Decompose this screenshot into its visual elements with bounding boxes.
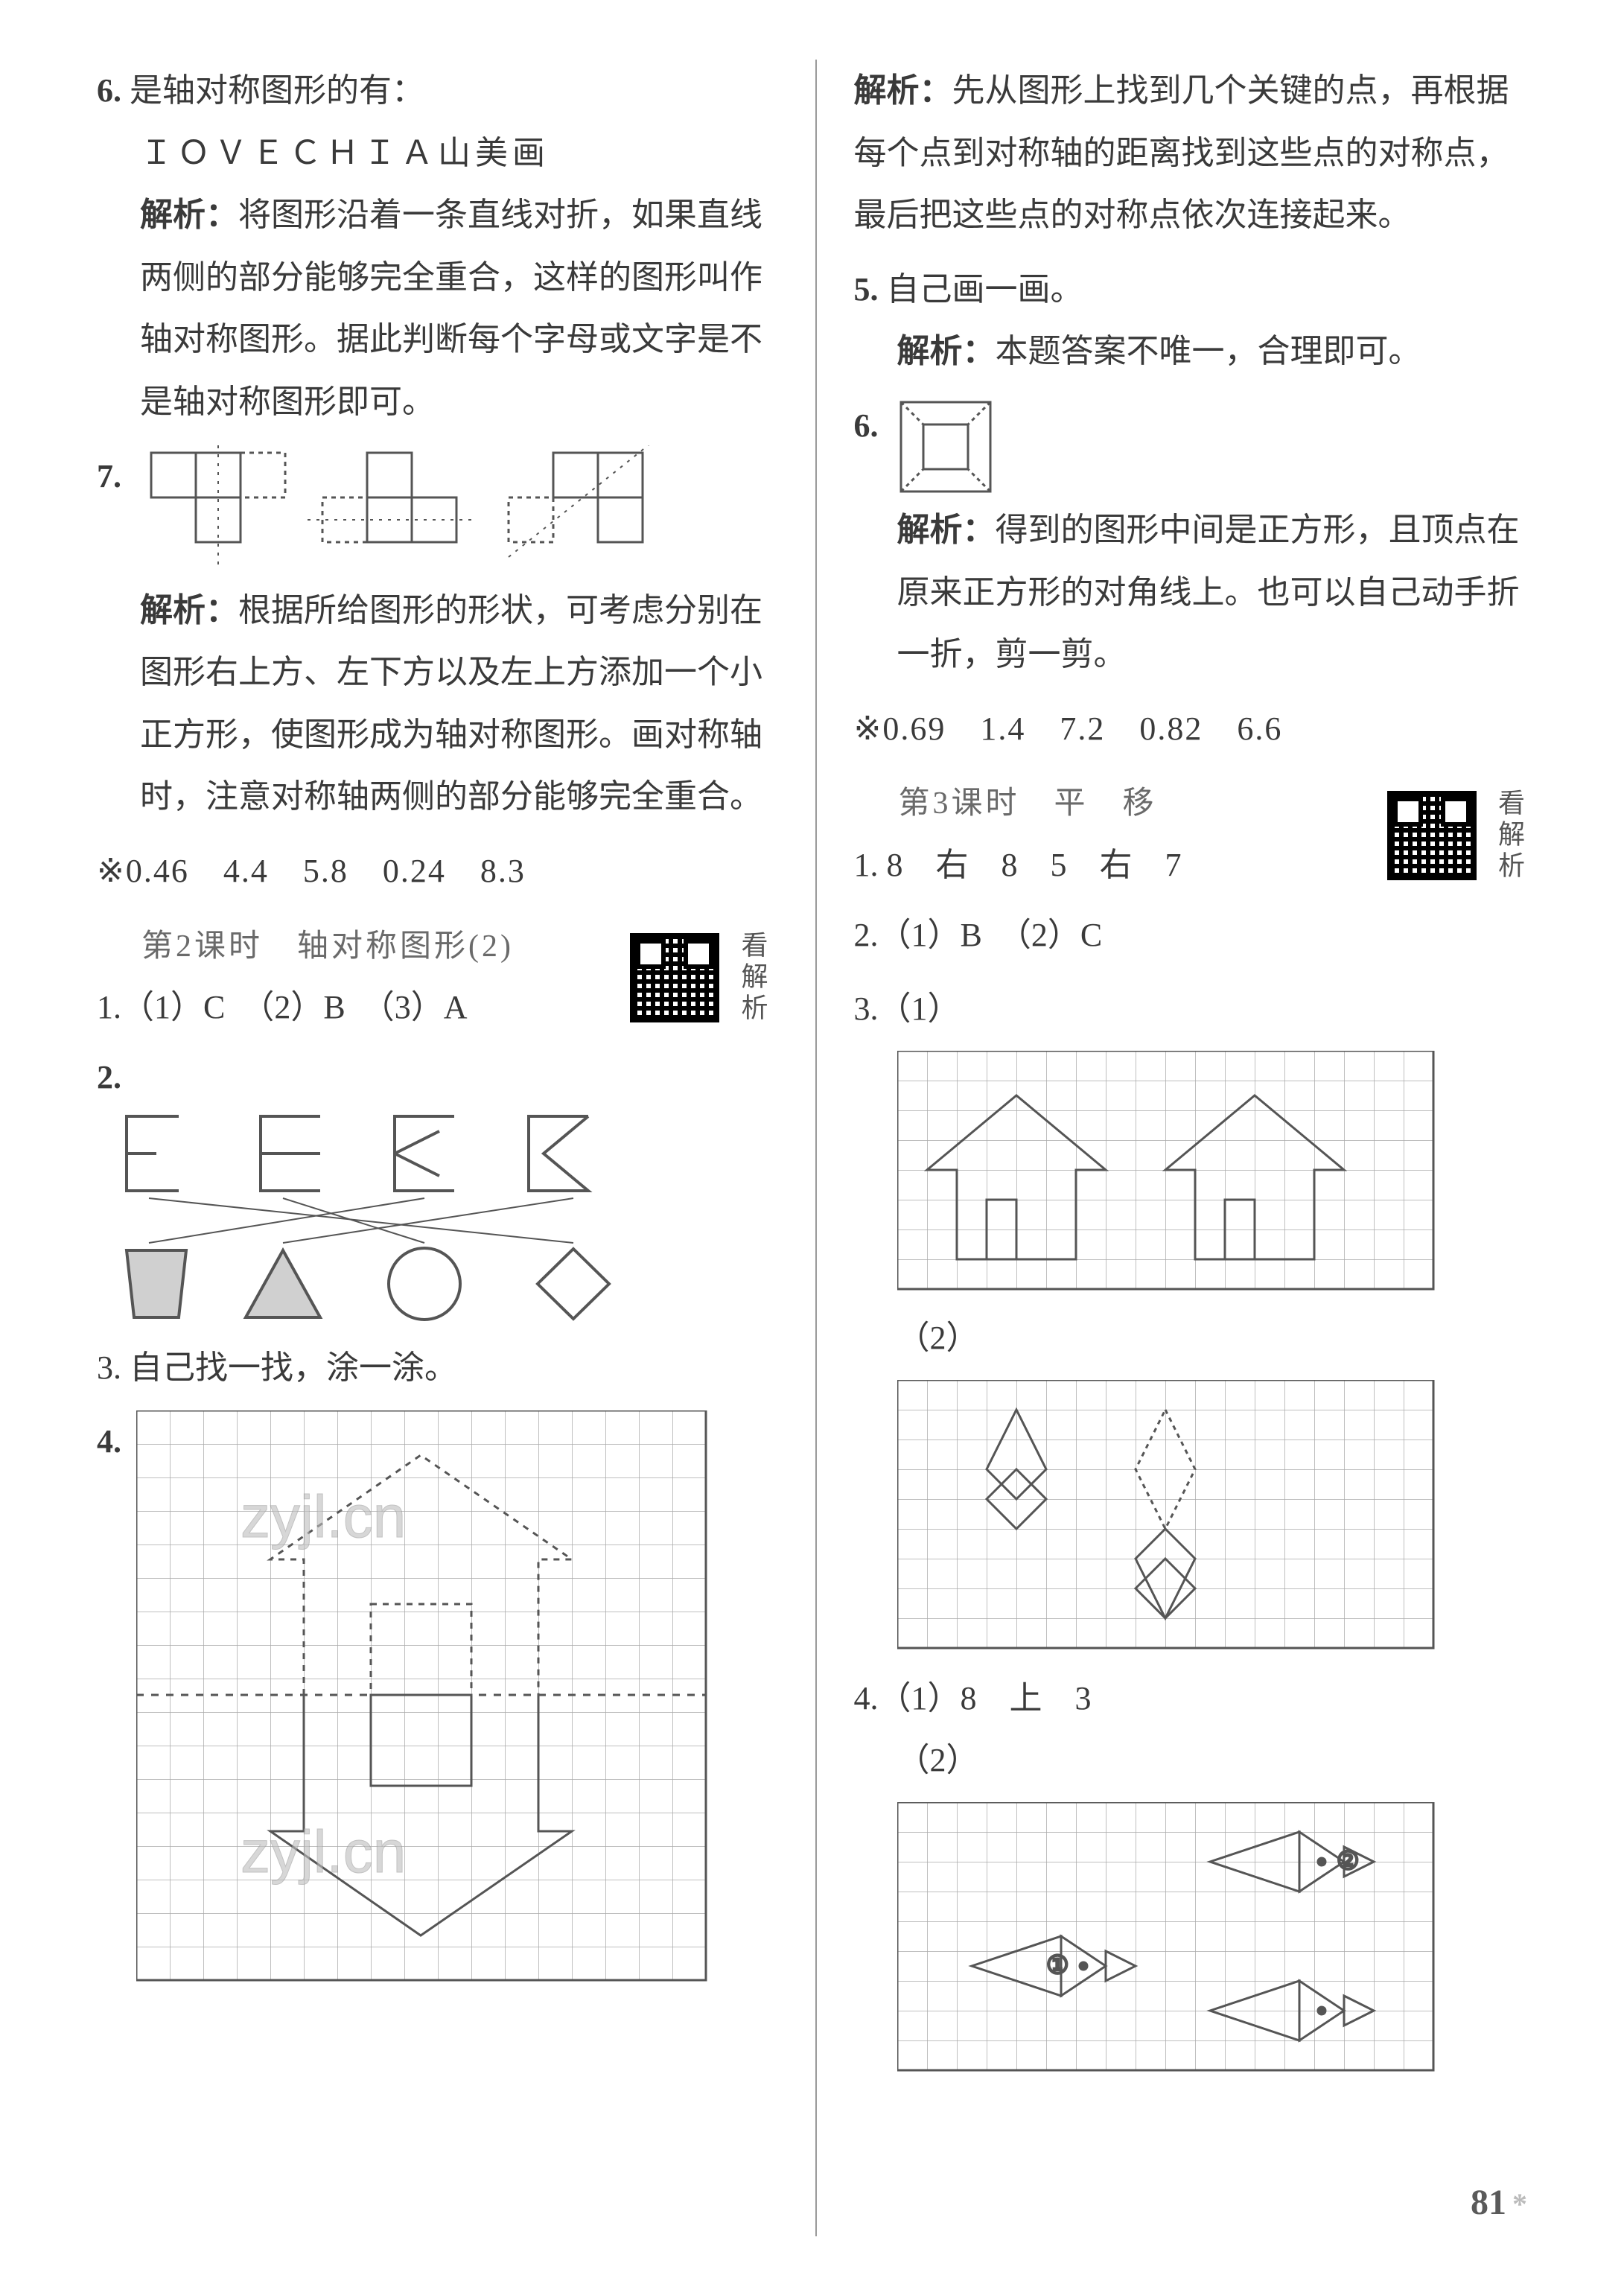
pre-exp-label: 解析： <box>854 72 952 109</box>
lesson2-qr-label: 看解析 <box>727 931 777 1025</box>
q6-head: 是轴对称图形的有： <box>130 72 424 109</box>
r-q5-num: 5. <box>854 271 879 308</box>
right-q6: 6. 解析：得到的图形中间是正方形，且顶点在原来正方形的对角线上。也可以自己动手… <box>854 395 1535 686</box>
r-q5-exp-label: 解析： <box>897 333 996 369</box>
lesson2-q1: 1.（1）C （2）B （3）A <box>97 976 630 1039</box>
q6-square-figure <box>894 395 998 499</box>
q7-explain: 解析：根据所给图形的形状，可考虑分别在图形右上方、左下方以及左上方添加一个小正方… <box>97 579 778 828</box>
q7-exp-label: 解析： <box>140 592 238 629</box>
r-q6-num: 6. <box>854 395 879 457</box>
q7-num: 7. <box>97 445 121 508</box>
lesson3-q2: 2.（1）B （2）C <box>854 904 1535 967</box>
lesson3-title: 第3课时 平 移 <box>854 774 1387 834</box>
q7-block: 7. <box>97 445 778 828</box>
l2q2-num: 2. <box>97 1059 121 1095</box>
q4-grid-figure: zyjl.cn zyjl.cn <box>136 1410 717 1991</box>
left-column: 6. 是轴对称图形的有： ＩＯＶＥＣＨＩＡ山美画 解析：将图形沿着一条直线对折，… <box>74 60 808 2236</box>
pre-exp-text: 先从图形上找到几个关键的点，再根据每个点到对称轴的距离找到这些点的对称点，最后把… <box>854 72 1509 233</box>
lesson3-q3: 3.（1） <box>854 978 1535 1655</box>
column-divider <box>815 60 817 2236</box>
fish-label-1: ① <box>1046 1952 1069 1979</box>
q2-matching-figure <box>97 1109 707 1325</box>
l3q3-2-label: （2） <box>854 1307 1535 1369</box>
qr-code-icon <box>1387 791 1477 880</box>
l3q4-2-label: （2） <box>854 1729 1535 1792</box>
watermark-text: zyjl.cn <box>241 1819 406 1885</box>
right-q5: 5. 自己画一画。 解析：本题答案不唯一，合理即可。 <box>854 258 1535 383</box>
right-pre-explain: 解析：先从图形上找到几个关键的点，再根据每个点到对称轴的距离找到这些点的对称点，… <box>854 60 1535 246</box>
page-number: 81 <box>1471 2169 1527 2236</box>
q6-num: 6. <box>97 72 121 109</box>
q7-figure <box>136 445 732 579</box>
qr-code-icon <box>630 933 719 1022</box>
right-star-nums: ※0.69 1.4 7.2 0.82 6.6 <box>854 698 1535 760</box>
lesson2-qr: 看解析 <box>630 931 777 1025</box>
q6-explain: 解析：将图形沿着一条直线对折，如果直线两侧的部分能够完全重合，这样的图形叫作轴对… <box>97 184 778 433</box>
lesson2-title: 第2课时 轴对称图形(2) <box>97 917 630 977</box>
l3q4-label: 4.（1）8 上 3 <box>854 1667 1535 1730</box>
lesson3-q4: 4.（1）8 上 3 （2） ① <box>854 1667 1535 2078</box>
q4-2-grid: ① ② <box>897 1802 1448 2078</box>
lesson2-q2: 2. <box>97 1046 778 1325</box>
r-q5-text: 自己画一画。 <box>887 271 1083 308</box>
r-q5-exp-text: 本题答案不唯一，合理即可。 <box>996 333 1421 369</box>
watermark-text: zyjl.cn <box>241 1483 406 1550</box>
l2q4-num: 4. <box>97 1410 121 1473</box>
fish-label-2: ② <box>1337 1848 1359 1875</box>
lesson3-q1: 1. 8 右 8 5 右 7 <box>854 834 1387 897</box>
q6-exp-label: 解析： <box>140 197 238 233</box>
q6-letters: ＩＯＶＥＣＨＩＡ山美画 <box>97 122 778 185</box>
q6-block: 6. 是轴对称图形的有： ＩＯＶＥＣＨＩＡ山美画 解析：将图形沿着一条直线对折，… <box>97 60 778 433</box>
r-q6-exp-label: 解析： <box>897 512 996 548</box>
q3-2-grid <box>897 1380 1448 1655</box>
lesson2-q4: 4. <box>97 1410 778 1991</box>
l3q3-label: 3.（1） <box>854 978 1535 1040</box>
q3-1-grid <box>897 1051 1448 1297</box>
lesson3-header-row: 第3课时 平 移 1. 8 右 8 5 右 7 看解析 <box>854 774 1535 896</box>
lesson3-qr-label: 看解析 <box>1484 789 1535 882</box>
left-star-nums: ※0.46 4.4 5.8 0.24 8.3 <box>97 840 778 903</box>
lesson2-header-row: 第2课时 轴对称图形(2) 1.（1）C （2）B （3）A 看解析 <box>97 917 778 1039</box>
right-column: 解析：先从图形上找到几个关键的点，再根据每个点到对称轴的距离找到这些点的对称点，… <box>824 60 1558 2236</box>
lesson2-q3: 3. 自己找一找，涂一涂。 <box>97 1337 778 1399</box>
lesson3-qr: 看解析 <box>1387 789 1535 882</box>
